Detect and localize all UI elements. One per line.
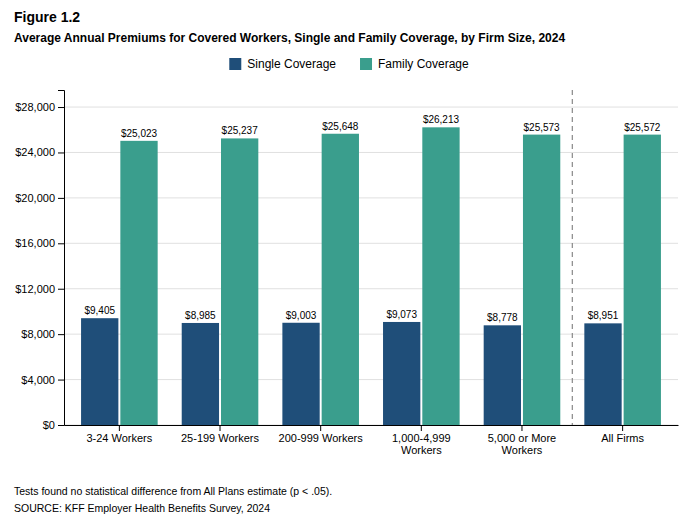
y-tick-mark <box>58 289 64 290</box>
y-tick-label: $8,000 <box>21 328 55 340</box>
x-tick-label-line: Workers <box>502 444 543 456</box>
bar <box>523 135 560 425</box>
x-tick-mark <box>220 425 221 431</box>
bar-series <box>120 127 661 425</box>
legend-label: Single Coverage <box>247 57 336 71</box>
footnote: SOURCE: KFF Employer Health Benefits Sur… <box>14 502 270 514</box>
data-label: $25,573 <box>524 122 561 133</box>
grid-line <box>64 107 678 108</box>
bar <box>484 325 521 425</box>
x-axis-line <box>65 425 679 426</box>
footnotes: Tests found no statistical difference fr… <box>14 485 332 514</box>
data-label: $9,405 <box>84 305 115 316</box>
bar <box>81 318 118 425</box>
x-tick: 1,000-4,999Workers <box>392 425 451 456</box>
y-tick: $4,000 <box>21 374 64 386</box>
legend-item: Family Coverage <box>360 57 469 71</box>
x-tick-label: 200-999 Workers <box>279 432 364 444</box>
x-tick-label-line: 3-24 Workers <box>86 432 152 444</box>
x-tick-label: 1,000-4,999Workers <box>392 432 451 457</box>
bar <box>383 322 420 425</box>
y-tick-mark <box>58 198 64 199</box>
data-label: $9,003 <box>286 310 317 321</box>
bars <box>81 127 661 425</box>
x-tick-mark <box>320 425 321 431</box>
x-tick-label-line: 5,000 or More <box>488 432 556 444</box>
y-tick: $8,000 <box>21 328 64 340</box>
x-tick-mark <box>521 425 522 431</box>
data-label: $8,778 <box>487 312 518 323</box>
y-tick: $16,000 <box>15 237 64 249</box>
legend-item: Single Coverage <box>229 57 336 71</box>
legend: Single Coverage Family Coverage <box>229 57 469 71</box>
title: Figure 1.2 <box>14 9 80 25</box>
x-tick-mark <box>119 425 120 431</box>
x-tick-label-line: 1,000-4,999 <box>392 432 451 444</box>
data-labels: $9,405 $8,985 $9,003 $9,073 $8,778 $8,951 $25,… <box>84 114 660 323</box>
separator <box>572 90 573 425</box>
x-tick-label-line: Workers <box>401 444 442 456</box>
y-tick-mark <box>58 334 64 335</box>
y-tick-label: $24,000 <box>15 146 55 158</box>
y-tick-mark <box>58 380 64 381</box>
x-tick: All Firms <box>601 425 644 444</box>
x-tick: 200-999 Workers <box>279 425 364 444</box>
data-label: $8,951 <box>588 310 619 321</box>
y-tick-label: $28,000 <box>15 101 55 113</box>
data-label: $26,213 <box>423 114 460 125</box>
y-tick-mark <box>58 243 64 244</box>
data-label: $25,572 <box>624 122 661 133</box>
chart-svg: Figure 1.2 Average Annual Premiums for Co… <box>0 0 698 525</box>
y-tick-mark <box>58 425 64 426</box>
x-tick: 25-199 Workers <box>181 425 260 444</box>
x-tick: 3-24 Workers <box>86 425 152 444</box>
data-label: $25,237 <box>222 125 259 136</box>
y-axis: $0 $4,000 $8,000 $12,000 $16,000 $20,000 $24,0… <box>15 91 64 432</box>
y-tick: $0 <box>43 419 64 431</box>
bar <box>584 323 621 425</box>
y-tick: $12,000 <box>15 283 64 295</box>
y-tick-label: $20,000 <box>15 192 55 204</box>
bar <box>282 323 319 425</box>
data-label: $9,073 <box>386 309 417 320</box>
x-tick-label: 3-24 Workers <box>86 432 152 444</box>
x-tick-label-line: 200-999 Workers <box>279 432 364 444</box>
subtitle: Average Annual Premiums for Covered Work… <box>14 31 565 45</box>
bar <box>120 141 157 425</box>
x-tick-label-line: 25-199 Workers <box>181 432 260 444</box>
footnote: Tests found no statistical difference fr… <box>14 485 332 497</box>
x-tick-label: 25-199 Workers <box>181 432 260 444</box>
x-tick: 5,000 or MoreWorkers <box>488 425 556 456</box>
y-tick-label: $4,000 <box>21 374 55 386</box>
data-label: $8,985 <box>185 310 216 321</box>
bar <box>221 138 258 425</box>
x-tick-label: All Firms <box>601 432 644 444</box>
y-tick: $28,000 <box>15 101 64 113</box>
y-tick-label: $12,000 <box>15 283 55 295</box>
y-axis-line <box>58 91 65 426</box>
x-tick-label: 5,000 or MoreWorkers <box>488 432 556 457</box>
y-tick-mark <box>58 152 64 153</box>
legend-swatch <box>229 58 241 70</box>
y-tick-mark <box>58 107 64 108</box>
x-tick-mark <box>421 425 422 431</box>
bar <box>624 135 661 425</box>
x-tick-label-line: All Firms <box>601 432 644 444</box>
bar <box>322 134 359 425</box>
bar <box>422 127 459 425</box>
x-axis: 3-24 Workers 25-199 Workers 200-999 Worker… <box>65 425 679 456</box>
y-tick-label: $0 <box>43 419 55 431</box>
y-tick: $24,000 <box>15 146 64 158</box>
y-tick-label: $16,000 <box>15 237 55 249</box>
x-tick-mark <box>622 425 623 431</box>
legend-swatch <box>360 58 372 70</box>
y-tick: $20,000 <box>15 192 64 204</box>
data-label: $25,648 <box>322 121 359 132</box>
bar <box>182 323 219 425</box>
grid <box>64 107 678 425</box>
legend-label: Family Coverage <box>378 57 469 71</box>
data-label: $25,023 <box>121 128 158 139</box>
